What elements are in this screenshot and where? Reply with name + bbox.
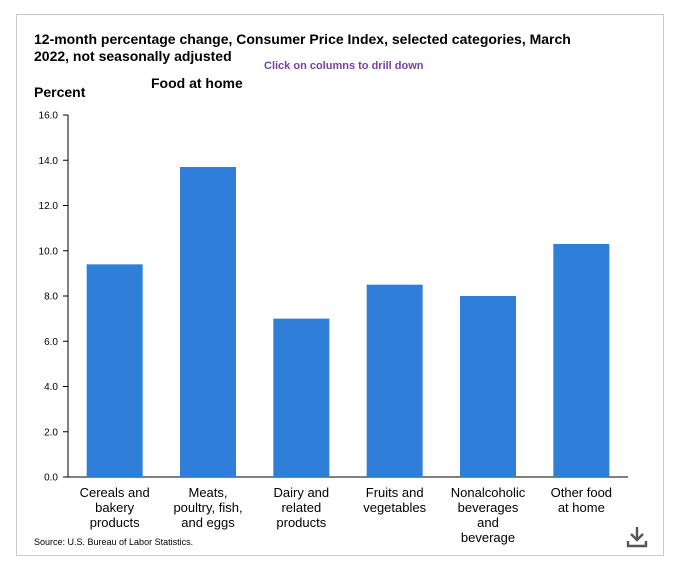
y-tick-label: 2.0 xyxy=(44,427,58,438)
category-label: Meats, xyxy=(188,485,227,500)
bar[interactable] xyxy=(273,318,330,477)
category-label: related xyxy=(281,500,321,515)
bar[interactable] xyxy=(553,243,610,477)
download-button[interactable] xyxy=(624,524,650,550)
category-label: bakery xyxy=(95,500,135,515)
category-label: beverages xyxy=(458,500,519,515)
bar[interactable] xyxy=(180,167,236,477)
y-tick-label: 4.0 xyxy=(44,382,58,393)
category-label: poultry, fish, xyxy=(173,500,242,515)
category-label: at home xyxy=(558,500,605,515)
bar[interactable] xyxy=(366,284,423,477)
y-tick-label: 8.0 xyxy=(44,292,58,303)
category-label: beverage xyxy=(461,530,515,545)
category-label: Fruits and xyxy=(366,485,424,500)
bar[interactable] xyxy=(86,264,143,477)
category-label: products xyxy=(90,515,140,530)
category-label: and xyxy=(477,515,499,530)
download-icon xyxy=(626,527,648,548)
category-label: Other food xyxy=(551,485,612,500)
y-tick-label: 16.0 xyxy=(39,111,59,122)
chart-title: 12-month percentage change, Consumer Pri… xyxy=(34,31,571,64)
drill-down-hint: Click on columns to drill down xyxy=(264,60,424,72)
category-label: Cereals and xyxy=(80,485,150,500)
y-axis-label: Percent xyxy=(34,84,86,100)
category-label: and eggs xyxy=(181,515,235,530)
bar[interactable] xyxy=(460,296,516,477)
y-tick-label: 12.0 xyxy=(39,201,59,212)
category-label: vegetables xyxy=(363,500,426,515)
category-label: Dairy and xyxy=(274,485,330,500)
y-tick-label: 6.0 xyxy=(44,337,58,348)
category-label: Nonalcoholic xyxy=(451,485,526,500)
y-tick-label: 14.0 xyxy=(39,156,59,167)
y-tick-label: 10.0 xyxy=(39,246,59,257)
source-note: Source: U.S. Bureau of Labor Statistics. xyxy=(34,537,194,547)
chart-subtitle: Food at home xyxy=(151,75,243,91)
y-tick-label: 0.0 xyxy=(44,473,58,484)
category-label: products xyxy=(276,515,326,530)
